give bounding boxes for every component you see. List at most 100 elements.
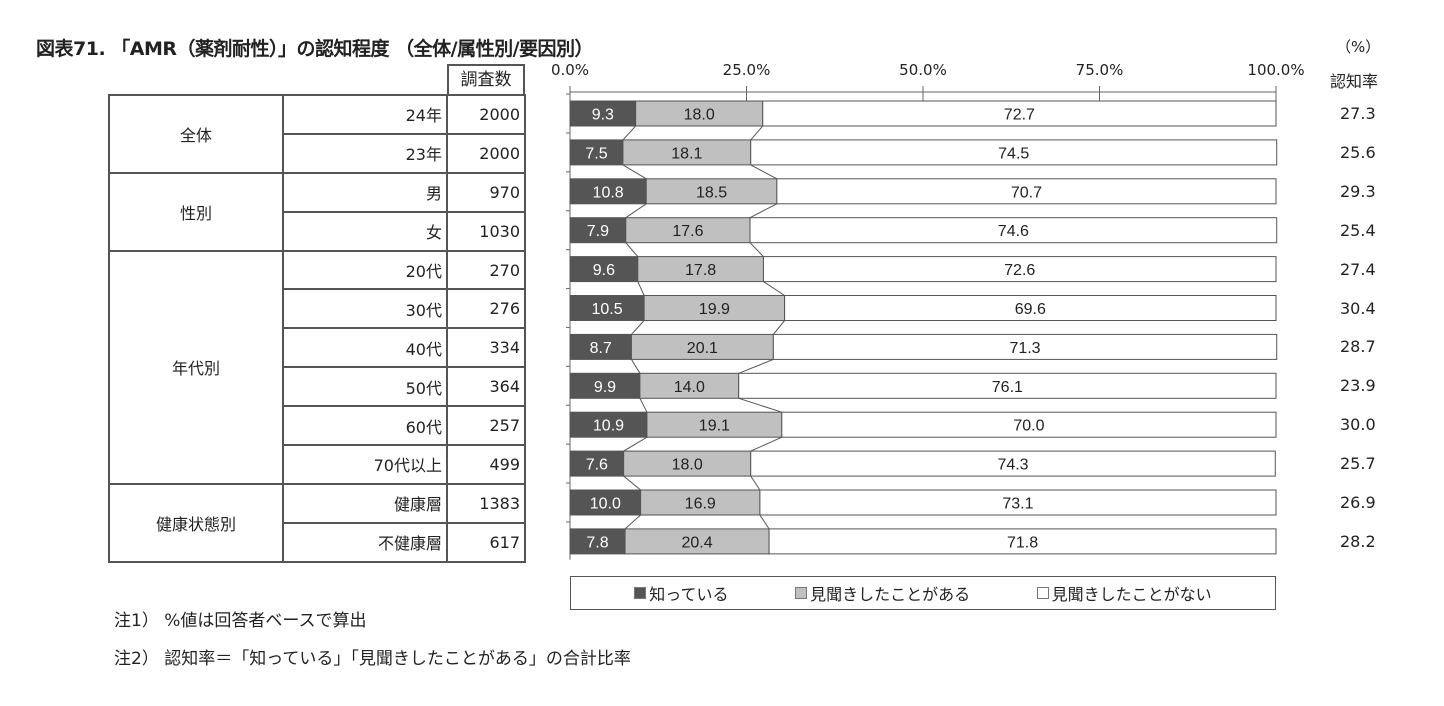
category-label: 30代 bbox=[282, 288, 448, 330]
series-connector-line bbox=[623, 436, 648, 452]
sample-size: 970 bbox=[446, 171, 526, 213]
bar-segment bbox=[781, 411, 1277, 438]
bar-segment bbox=[768, 528, 1277, 555]
x-tick-label: 75.0% bbox=[1075, 61, 1124, 79]
bar-segment bbox=[750, 139, 1278, 166]
category-label: 40代 bbox=[282, 327, 448, 369]
legend-item-never: 見聞きしたことがない bbox=[1036, 581, 1212, 605]
sample-size: 2000 bbox=[446, 132, 526, 174]
series-connector-line bbox=[749, 203, 778, 219]
data-label: 7.9 bbox=[587, 223, 609, 240]
bar-segment bbox=[645, 178, 778, 205]
legend-item-know: 知っている bbox=[634, 581, 728, 605]
recognition-rate-value: 30.4 bbox=[1340, 298, 1376, 318]
category-label: 男 bbox=[282, 171, 448, 213]
series-connector-line bbox=[631, 320, 645, 335]
data-label: 18.5 bbox=[696, 184, 727, 201]
legend-label: 知っている bbox=[649, 585, 729, 604]
sample-size-header: 調査数 bbox=[447, 64, 525, 94]
data-label: 70.0 bbox=[1013, 418, 1044, 435]
unit-label: （%） bbox=[1336, 38, 1381, 56]
category-label: 24年 bbox=[282, 94, 448, 135]
bar-segment bbox=[772, 333, 1278, 360]
data-label: 10.8 bbox=[593, 184, 624, 201]
recognition-rate-header: 認知率 bbox=[1330, 72, 1379, 91]
series-connector-line bbox=[763, 281, 785, 296]
sample-size: 499 bbox=[446, 444, 526, 485]
series-connector-line bbox=[738, 397, 782, 413]
bar-segment bbox=[759, 489, 1277, 516]
bar-segment bbox=[569, 217, 627, 244]
category-label: 女 bbox=[282, 210, 448, 252]
bar-segment bbox=[635, 100, 764, 127]
bar-segment bbox=[630, 333, 774, 360]
data-label: 17.6 bbox=[672, 223, 703, 240]
bar-segment bbox=[569, 256, 639, 283]
data-label: 20.4 bbox=[682, 534, 713, 551]
x-tick-label: 0.0% bbox=[550, 61, 590, 79]
recognition-rate-value: 29.3 bbox=[1340, 181, 1376, 201]
bar-segment bbox=[776, 178, 1277, 205]
bar-segment bbox=[569, 100, 637, 127]
category-label: 健康層 bbox=[282, 482, 448, 524]
sample-size: 276 bbox=[446, 288, 526, 330]
recognition-rate-value: 23.9 bbox=[1340, 376, 1376, 396]
table-row: 23年 2000 bbox=[109, 132, 526, 174]
data-label: 72.6 bbox=[1004, 262, 1035, 279]
bar-segment bbox=[622, 139, 752, 166]
note-1: 注1） %値は回答者ベースで算出 bbox=[114, 611, 367, 631]
data-label: 10.5 bbox=[591, 301, 622, 318]
data-label: 72.7 bbox=[1004, 107, 1035, 124]
table-row: 全体 24年 2000 bbox=[108, 94, 526, 174]
note-2: 注2） 認知率＝「知っている」「見聞きしたことがある」の合計比率 bbox=[114, 649, 631, 669]
data-label: 9.3 bbox=[592, 107, 614, 124]
series-connector-line bbox=[750, 436, 783, 452]
data-label: 9.6 bbox=[593, 262, 615, 279]
bar-segment bbox=[738, 372, 1277, 399]
data-label: 7.8 bbox=[586, 534, 608, 551]
data-label: 10.0 bbox=[590, 496, 621, 513]
series-connector-line bbox=[750, 475, 761, 491]
table-row: 年代別 20代 270 bbox=[108, 249, 526, 485]
data-label: 8.7 bbox=[590, 340, 612, 357]
series-connector-line bbox=[637, 281, 645, 296]
group-label: 年代別 bbox=[108, 249, 284, 485]
bar-segment bbox=[625, 217, 751, 244]
x-tick-label: 25.0% bbox=[722, 61, 771, 79]
table-row: 70代以上 499 bbox=[109, 444, 526, 485]
series-connector-line bbox=[625, 242, 639, 257]
category-label: 60代 bbox=[282, 405, 448, 447]
data-label: 16.9 bbox=[685, 496, 716, 513]
recognition-rate-value: 28.2 bbox=[1340, 531, 1376, 551]
bar-segment bbox=[640, 489, 761, 516]
bar-segment bbox=[623, 450, 752, 477]
legend-label: 見聞きしたことがある bbox=[810, 585, 971, 604]
sample-size: 364 bbox=[446, 366, 526, 408]
series-connector-line bbox=[759, 514, 770, 530]
legend: 知っている 見聞きしたことがある 見聞きしたことがない bbox=[570, 576, 1276, 610]
bar-segment bbox=[637, 256, 764, 283]
series-connector-line bbox=[623, 475, 641, 491]
sample-size: 617 bbox=[446, 521, 526, 563]
data-label: 69.6 bbox=[1015, 301, 1046, 318]
sample-size: 2000 bbox=[446, 94, 526, 135]
group-label: 性別 bbox=[108, 171, 284, 252]
category-label: 20代 bbox=[282, 249, 448, 291]
table-row: 健康状態別 健康層 1383 bbox=[108, 482, 526, 563]
table-row: 40代 334 bbox=[109, 327, 526, 369]
recognition-rate-value: 27.4 bbox=[1340, 259, 1376, 279]
x-tick-label: 50.0% bbox=[899, 61, 947, 79]
recognition-rate-value: 30.0 bbox=[1340, 415, 1376, 435]
data-label: 71.3 bbox=[1009, 340, 1040, 357]
bar-segment bbox=[569, 295, 645, 321]
data-label: 20.1 bbox=[687, 340, 718, 357]
data-label: 71.8 bbox=[1007, 534, 1038, 551]
table-row: 50代 364 bbox=[109, 366, 526, 408]
table-row: 女 1030 bbox=[109, 210, 526, 252]
series-connector-line bbox=[622, 164, 647, 180]
data-label: 14.0 bbox=[674, 379, 705, 396]
bar-segment bbox=[569, 528, 626, 555]
recognition-rate-value: 27.3 bbox=[1340, 104, 1376, 123]
sample-size: 257 bbox=[446, 405, 526, 447]
